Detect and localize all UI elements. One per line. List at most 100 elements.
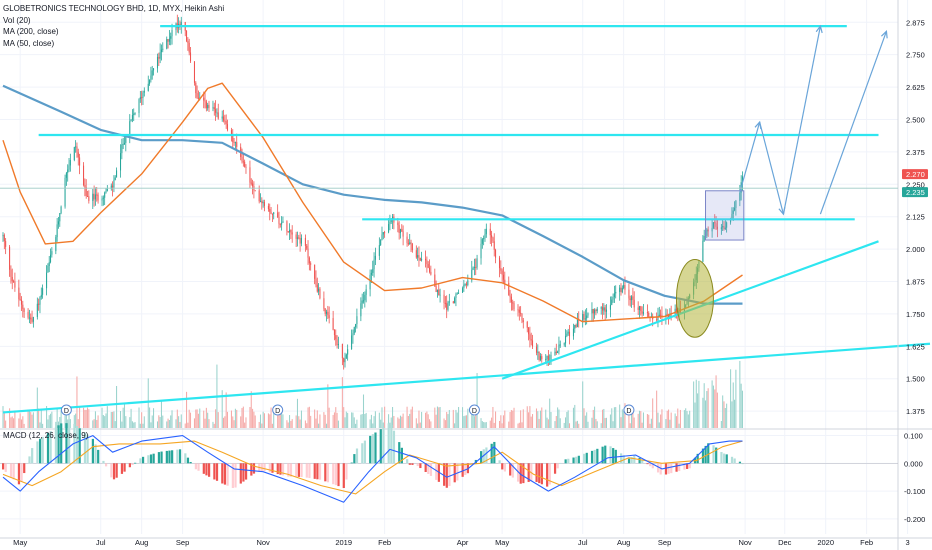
macd-histogram-bar xyxy=(75,426,79,464)
price-tag-label: 2.235 xyxy=(906,188,925,197)
candle-body xyxy=(261,200,263,204)
volume-bar xyxy=(715,375,717,428)
macd-histogram-bar xyxy=(675,463,678,472)
macd-histogram-bar xyxy=(630,457,633,464)
candle-body xyxy=(9,246,11,270)
price-tick-label: 1.375 xyxy=(906,407,925,416)
volume-bar xyxy=(85,409,87,428)
macd-histogram-bar xyxy=(94,444,97,464)
volume-bar xyxy=(273,409,275,428)
price-tick-label: 2.375 xyxy=(906,148,925,157)
macd-histogram-bar xyxy=(334,463,337,486)
volume-bar xyxy=(291,419,293,428)
candle-body xyxy=(674,308,676,315)
candle-body xyxy=(168,38,170,42)
volume-bar xyxy=(484,422,486,428)
macd-histogram-bar xyxy=(683,463,686,470)
chart-legend: GLOBETRONICS TECHNOLOGY BHD, 1D, MYX, He… xyxy=(3,3,224,49)
candle-body xyxy=(36,303,38,317)
price-tag-label: 2.270 xyxy=(906,170,925,179)
candle-body xyxy=(434,274,436,287)
candle-body xyxy=(495,249,497,258)
volume-bar xyxy=(575,421,577,428)
candle-body xyxy=(323,298,325,309)
volume-bar xyxy=(278,408,280,428)
time-tick-label: Jul xyxy=(578,538,588,547)
macd-histogram-bar xyxy=(390,425,393,464)
volume-bar xyxy=(325,423,328,428)
candle-body xyxy=(448,301,450,303)
macd-histogram-bar xyxy=(250,463,253,476)
volume-bar xyxy=(123,403,126,428)
volume-bar xyxy=(122,407,124,428)
candle-body xyxy=(32,316,34,322)
volume-bar xyxy=(48,415,50,428)
volume-bar xyxy=(678,423,680,428)
volume-bar xyxy=(97,415,99,428)
volume-bar xyxy=(495,411,497,428)
candle-body xyxy=(205,101,207,109)
volume-bar xyxy=(531,414,534,428)
volume-bar xyxy=(675,416,677,428)
volume-bar xyxy=(112,411,114,428)
volume-bar xyxy=(75,413,77,428)
candle-body xyxy=(245,166,247,168)
volume-bar xyxy=(306,423,308,428)
candle-body xyxy=(397,222,399,226)
candle-body xyxy=(279,223,281,225)
volume-bar xyxy=(485,422,487,428)
candle-body xyxy=(310,263,312,265)
volume-bar xyxy=(382,422,384,428)
volume-bar xyxy=(289,415,291,428)
candle-body xyxy=(574,324,576,329)
volume-bar xyxy=(703,383,705,428)
volume-bar xyxy=(491,417,493,428)
candle-body xyxy=(23,308,25,312)
volume-bar xyxy=(333,412,335,428)
macd-histogram-bar xyxy=(244,463,248,480)
candle-body xyxy=(463,284,465,289)
volume-bar xyxy=(739,360,741,428)
volume-bar xyxy=(452,409,454,428)
volume-bar xyxy=(406,406,408,428)
macd-histogram-bar xyxy=(112,463,116,480)
candle-body xyxy=(336,339,338,346)
candle-body xyxy=(259,200,262,202)
volume-bar xyxy=(467,408,469,428)
candle-body xyxy=(153,68,155,71)
volume-bar xyxy=(563,422,565,428)
candle-body xyxy=(452,301,454,304)
candle-body xyxy=(241,157,243,162)
projection-arrow xyxy=(782,26,821,215)
volume-bar xyxy=(252,408,254,428)
macd-histogram-bar xyxy=(649,463,652,467)
candle-body xyxy=(343,358,345,363)
volume-bar xyxy=(428,419,431,428)
consolidation-box xyxy=(705,190,745,241)
candle-body xyxy=(2,234,4,237)
macd-signal-line xyxy=(2,440,743,495)
legend-title: GLOBETRONICS TECHNOLOGY BHD, 1D, MYX, He… xyxy=(3,4,225,13)
volume-bar xyxy=(76,376,78,428)
candle-body xyxy=(316,284,318,292)
volume-bar xyxy=(741,390,744,428)
candle-body xyxy=(508,282,510,296)
macd-histogram-bar xyxy=(559,462,562,464)
macd-histogram-bar xyxy=(445,463,448,488)
legend-volume: Vol (20) xyxy=(3,15,31,25)
candle-body xyxy=(605,309,608,312)
candle-body xyxy=(594,309,596,314)
candle-body xyxy=(498,257,501,269)
time-tick-label: Jul xyxy=(96,538,106,547)
candle-body xyxy=(22,304,24,309)
candle-body xyxy=(370,272,372,275)
volume-bar xyxy=(615,407,617,428)
volume-bar xyxy=(679,409,681,428)
volume-bar xyxy=(411,406,413,428)
macd-histogram-bar xyxy=(194,463,197,470)
candle-body xyxy=(517,309,519,311)
volume-bar xyxy=(189,412,192,428)
candle-body xyxy=(615,291,617,294)
candle-body xyxy=(724,227,726,229)
time-tick-label: Feb xyxy=(378,538,391,547)
